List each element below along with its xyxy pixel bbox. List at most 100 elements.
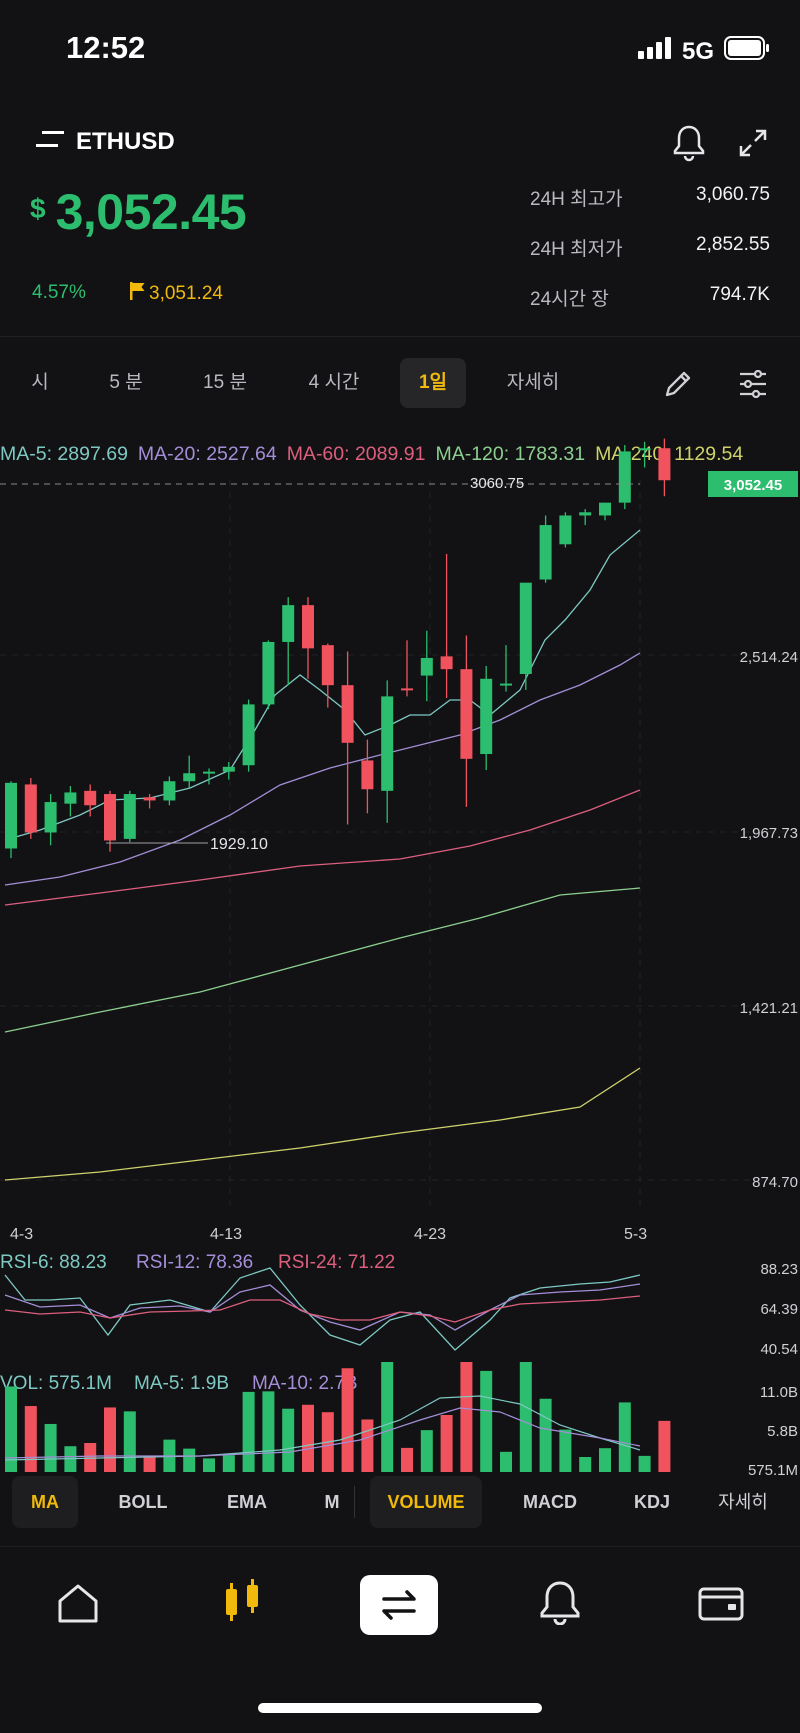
settings-sliders-icon[interactable] xyxy=(738,369,768,403)
bell-icon[interactable] xyxy=(672,124,706,167)
fullscreen-icon[interactable] xyxy=(738,128,768,163)
rsi-axis-1: 88.23 xyxy=(760,1261,798,1278)
volume-bar xyxy=(599,1448,611,1472)
volume-bar xyxy=(460,1362,473,1472)
volume-bar xyxy=(658,1420,671,1472)
candle-body xyxy=(618,451,631,503)
ma240-line xyxy=(4,1067,641,1181)
mark-price: 3,051.24 xyxy=(130,282,223,306)
volume-bar xyxy=(480,1370,493,1472)
candle-body xyxy=(104,794,116,841)
vol-axis-3: 575.1M xyxy=(748,1462,798,1476)
candle-body xyxy=(401,688,413,691)
current-price-tag-bg xyxy=(708,471,798,497)
legend-ma5: MA-5: 2897.69 xyxy=(0,443,128,465)
volume-bar xyxy=(84,1443,97,1472)
candle-body xyxy=(123,794,136,839)
candle-body xyxy=(222,766,235,772)
tab-kdj[interactable]: KDJ xyxy=(633,1492,670,1512)
tab-1day[interactable]: 1일 xyxy=(400,358,466,408)
candle-body xyxy=(500,683,512,686)
candle-body xyxy=(539,525,552,580)
rsi6-line xyxy=(4,1267,641,1351)
rsi6-legend: RSI-6: 88.23 xyxy=(0,1252,107,1273)
volume-bar xyxy=(282,1408,295,1472)
date-label-4: 5-3 xyxy=(624,1226,647,1243)
candle-body xyxy=(460,669,473,759)
price-chart[interactable]: 3060.75 1929.10 3,052.45 2,514.24 1,967.… xyxy=(0,0,800,1476)
volume-bar xyxy=(203,1458,215,1472)
header-divider xyxy=(0,336,800,337)
candle-body xyxy=(84,790,97,806)
tab-boll[interactable]: BOLL xyxy=(118,1492,168,1512)
tab-volume[interactable]: VOLUME xyxy=(370,1476,482,1528)
vol-ma10-legend: MA-10: 2.7B xyxy=(252,1373,358,1394)
volume-bar xyxy=(381,1362,394,1472)
volume-bar xyxy=(361,1419,374,1472)
last-price: $ 3,052.45 xyxy=(30,183,247,241)
tab-more-main[interactable]: M xyxy=(324,1492,340,1512)
candle-body xyxy=(321,645,334,686)
tab-4hour[interactable]: 4 시간 xyxy=(308,372,360,393)
current-price-tag: 3,052.45 xyxy=(724,477,782,494)
symbol-selector[interactable]: ETHUSD xyxy=(36,128,175,156)
candle-body xyxy=(44,802,57,833)
home-icon[interactable] xyxy=(56,1581,100,1630)
mark-price-value: 3,051.24 xyxy=(149,283,223,304)
volume-bar xyxy=(24,1406,37,1472)
volume-bar xyxy=(559,1429,572,1472)
tab-hour[interactable]: 시 xyxy=(31,372,49,393)
vol-legend: VOL: 575.1M xyxy=(0,1373,112,1394)
candle-body xyxy=(658,448,671,481)
candle-body xyxy=(64,792,77,804)
tab-ema[interactable]: EMA xyxy=(227,1492,267,1512)
candle-body xyxy=(361,760,374,790)
low-label: 1929.10 xyxy=(210,836,268,853)
tab-ma[interactable]: MA xyxy=(12,1476,78,1528)
candles xyxy=(5,438,671,859)
candle-body xyxy=(341,685,354,743)
tab-macd[interactable]: MACD xyxy=(523,1492,577,1512)
volume-bars xyxy=(5,1362,671,1472)
signal-icon xyxy=(637,37,672,66)
date-label-2: 4-13 xyxy=(210,1226,242,1243)
stats-panel: 24H 최고가 3,060.75 24H 최저가 2,852.55 24시간 장 79… xyxy=(530,184,770,334)
rsi12-line xyxy=(4,1283,641,1331)
candle-body xyxy=(381,696,394,791)
volume-bar xyxy=(222,1455,235,1472)
ma60-line xyxy=(4,789,641,906)
volume-bar xyxy=(401,1447,413,1472)
tab-more-sub[interactable]: 자세히 xyxy=(718,1492,768,1512)
wallet-icon[interactable] xyxy=(698,1585,744,1628)
vol-ma10-line xyxy=(4,1407,641,1459)
candle-body xyxy=(242,704,255,766)
interval-tabs: 시 5 분 15 분 4 시간 1일 자세히 xyxy=(0,358,800,408)
candle-body xyxy=(480,678,493,755)
high-label: 3060.75 xyxy=(470,475,524,492)
volume-bar xyxy=(341,1368,354,1472)
candle-body xyxy=(183,773,196,782)
tab-more[interactable]: 자세히 xyxy=(506,372,560,393)
tab-5min[interactable]: 5 분 xyxy=(109,372,143,393)
trade-button[interactable] xyxy=(360,1575,438,1635)
date-label-1: 4-3 xyxy=(10,1226,33,1243)
tab-15min[interactable]: 15 분 xyxy=(203,372,247,393)
volume-bar xyxy=(440,1415,453,1472)
menu-icon[interactable] xyxy=(36,128,64,156)
volume-bar xyxy=(183,1448,196,1472)
candle-body xyxy=(5,782,17,849)
notification-bell-icon[interactable] xyxy=(538,1579,582,1630)
pencil-icon[interactable] xyxy=(662,368,694,405)
price-axis-label-3: 1,421.21 xyxy=(740,1000,798,1017)
chart-grid xyxy=(0,480,800,1210)
rsi-axis-3: 40.54 xyxy=(760,1341,798,1358)
status-indicators: 5G xyxy=(637,36,770,67)
volume-bar xyxy=(420,1430,433,1472)
legend-ma20: MA-20: 2527.64 xyxy=(137,443,277,465)
change-percent: 4.57% xyxy=(32,282,86,303)
price-axis-label-1: 2,514.24 xyxy=(740,649,798,666)
chart-candles-icon[interactable] xyxy=(220,1577,264,1632)
volume-bar xyxy=(618,1402,631,1472)
battery-icon xyxy=(724,36,770,67)
candle-body xyxy=(24,784,37,833)
